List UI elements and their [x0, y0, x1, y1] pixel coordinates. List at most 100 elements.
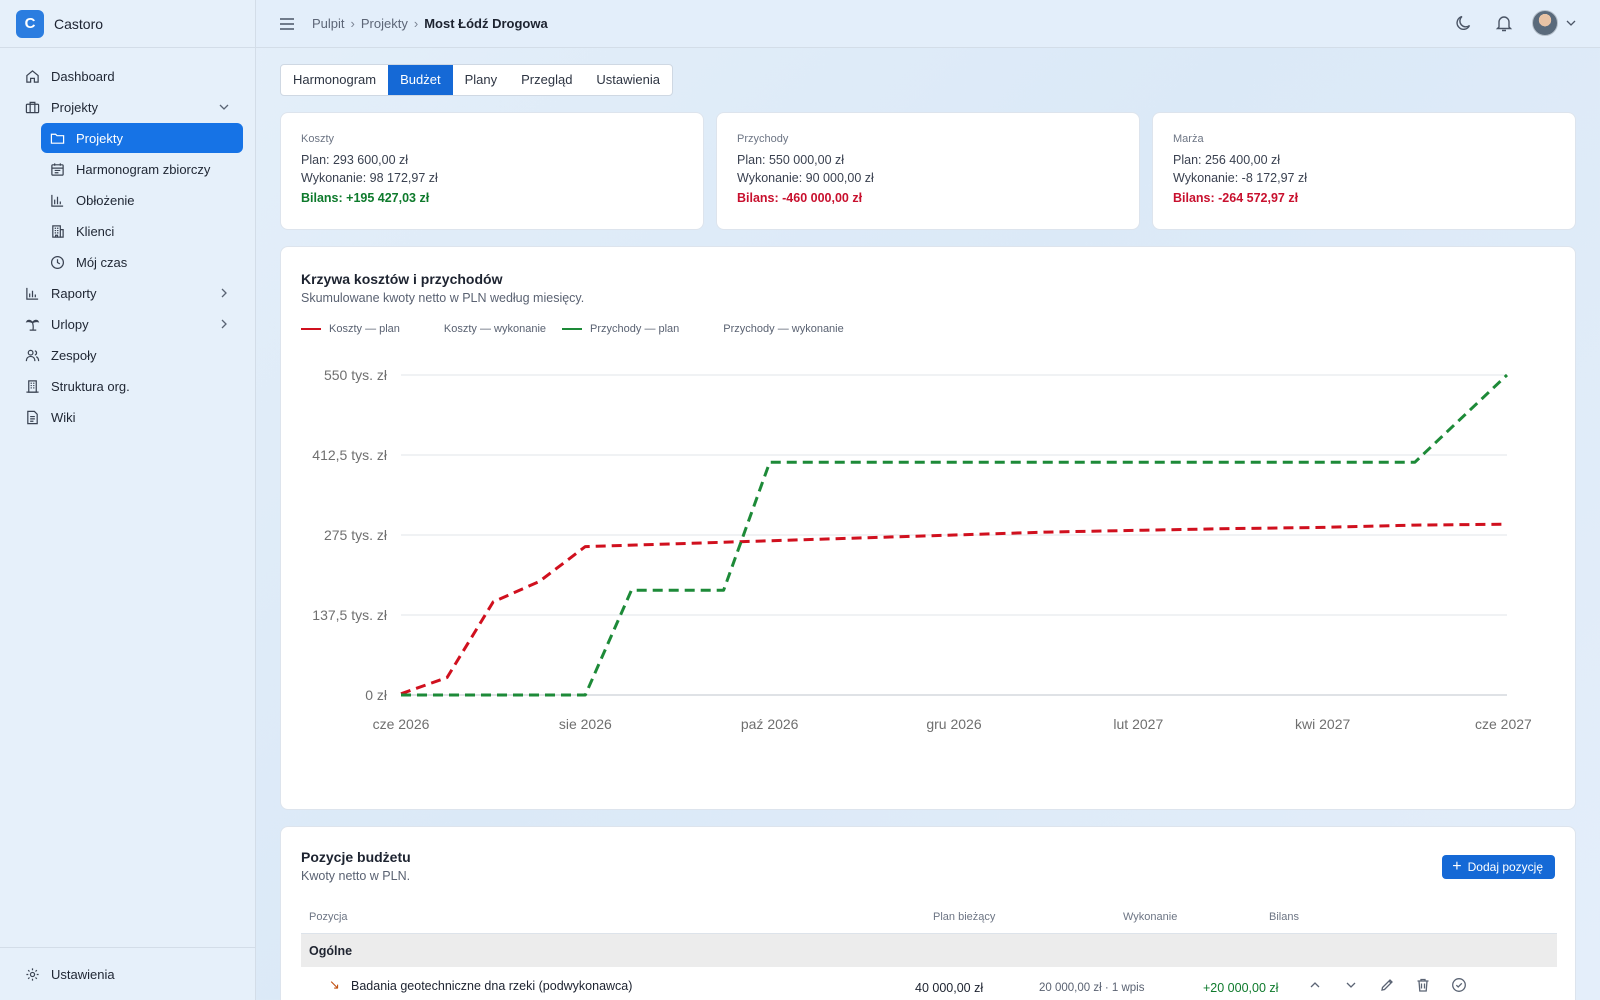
nav: Dashboard Projekty Projekty Harmonogram … — [0, 48, 255, 432]
kpi-balance: Bilans: +195 427,03 zł — [301, 191, 430, 205]
org-building-icon — [24, 378, 40, 394]
palm-tree-icon — [24, 316, 40, 332]
sidebar-item-harmonogram-zbiorczy[interactable]: Harmonogram zbiorczy — [41, 154, 243, 184]
sidebar-item-klienci[interactable]: Klienci — [41, 216, 243, 246]
legend-label: Koszty — wykonanie — [443, 323, 547, 335]
chevron-down-icon[interactable] — [1564, 16, 1578, 30]
kpi-done: Wykonanie: 90 000,00 zł — [737, 171, 874, 185]
sidebar-item-label: Dashboard — [51, 68, 115, 84]
sidebar-item-projekty[interactable]: Projekty — [41, 123, 243, 153]
sidebar-item-label: Struktura org. — [51, 378, 130, 394]
group-header: Ogólne — [301, 933, 1557, 967]
chevron-up-icon[interactable] — [1307, 977, 1323, 993]
sidebar-item-label: Mój czas — [76, 254, 128, 270]
budget-title: Pozycje budżetu — [301, 849, 411, 865]
column-header: Pozycja — [309, 911, 348, 923]
chart-plot: 0 zł 137,5 tys. zł 275 tys. zł 412,5 tys. z… — [312, 367, 1532, 732]
home-icon — [24, 68, 40, 84]
table-row[interactable]: ↘ Badania geotechniczne dna rzeki (podwy… — [301, 967, 1557, 1000]
briefcase-icon — [24, 99, 40, 115]
folder-icon — [49, 130, 65, 146]
sidebar-item-moj-czas[interactable]: Mój czas — [41, 247, 243, 277]
tab-budzet[interactable]: Budżet — [388, 65, 453, 95]
legend-label: Przychody — wykonanie — [723, 323, 844, 335]
sidebar-item-ustawienia[interactable]: Ustawienia — [16, 959, 243, 989]
tab-przeglad[interactable]: Przegląd — [521, 72, 573, 87]
legend-item[interactable]: Koszty — plan — [301, 323, 400, 335]
avatar[interactable] — [1532, 10, 1558, 36]
chart-icon — [24, 285, 40, 301]
series-line — [400, 522, 1508, 696]
row-balance: +20 000,00 zł — [1203, 981, 1279, 995]
sidebar-item-raporty[interactable]: Raporty — [16, 278, 243, 308]
y-tick-label: 550 tys. zł — [324, 367, 388, 383]
topbar: Pulpit › Projekty › Most Łódź Drogowa — [256, 0, 1600, 48]
kpi-label: Marża — [1173, 133, 1204, 145]
kpi-plan: Plan: 550 000,00 zł — [737, 153, 845, 167]
breadcrumb-separator: › — [413, 16, 419, 31]
tab-harmonogram[interactable]: Harmonogram — [293, 72, 377, 87]
moon-icon[interactable] — [1454, 13, 1474, 33]
brand-logo: C — [16, 9, 44, 38]
tab-ustawienia[interactable]: Ustawienia — [596, 72, 661, 87]
trash-icon[interactable] — [1415, 977, 1431, 993]
chevron-down-icon[interactable] — [1343, 977, 1359, 993]
sidebar-item-dashboard[interactable]: Dashboard — [16, 61, 243, 91]
add-position-button[interactable]: + Dodaj pozycję — [1442, 855, 1555, 879]
column-header: Bilans — [1269, 911, 1299, 923]
pencil-icon[interactable] — [1379, 977, 1395, 993]
breadcrumb-item[interactable]: Pulpit — [312, 16, 345, 31]
chart-subtitle: Skumulowane kwoty netto w PLN według mie… — [301, 291, 585, 305]
bell-icon[interactable] — [1494, 13, 1514, 33]
menu-icon[interactable] — [278, 15, 296, 33]
breadcrumb-item[interactable]: Projekty — [360, 16, 408, 31]
kpi-card-koszty: Koszty Plan: 293 600,00 zł Wykonanie: 98… — [280, 112, 704, 230]
chart-legend: Koszty — plan Koszty — wykonanie Przycho… — [301, 323, 860, 335]
sidebar-item-urlopy[interactable]: Urlopy — [16, 309, 243, 339]
sidebar-item-label: Projekty — [51, 99, 98, 115]
kpi-plan: Plan: 256 400,00 zł — [1173, 153, 1281, 167]
kpi-balance: Bilans: -460 000,00 zł — [737, 191, 863, 205]
legend-item[interactable]: Koszty — wykonanie — [416, 323, 546, 335]
kpi-plan: Plan: 293 600,00 zł — [301, 153, 409, 167]
sidebar-item-oblozenie[interactable]: Obłożenie — [41, 185, 243, 215]
sidebar-item-label: Harmonogram zbiorczy — [76, 161, 211, 177]
chevron-right-icon — [217, 317, 231, 331]
kpi-card-marza: Marża Plan: 256 400,00 zł Wykonanie: -8 … — [1152, 112, 1576, 230]
chart-title: Krzywa kosztów i przychodów — [301, 271, 503, 287]
y-tick-label: 0 zł — [365, 687, 388, 703]
document-icon — [24, 409, 40, 425]
breadcrumb-current: Most Łódź Drogowa — [424, 16, 548, 31]
sidebar-item-label: Klienci — [76, 223, 115, 239]
check-circle-icon[interactable] — [1451, 977, 1467, 993]
x-tick-label: lut 2027 — [1113, 716, 1163, 732]
legend-swatch — [301, 328, 321, 330]
x-tick-label: cze 2027 — [1475, 716, 1532, 732]
sidebar: C Castoro Dashboard Projekty Projekty Ha… — [0, 0, 256, 1000]
kpi-done: Wykonanie: -8 172,97 zł — [1173, 171, 1307, 185]
tab-plany[interactable]: Plany — [464, 72, 498, 87]
x-tick-label: paź 2026 — [741, 716, 799, 732]
sidebar-item-struktura-org[interactable]: Struktura org. — [16, 371, 243, 401]
legend-item[interactable]: Przychody — wykonanie — [695, 323, 843, 335]
legend-item[interactable]: Przychody — plan — [562, 323, 679, 335]
add-position-label: Dodaj pozycję — [1467, 860, 1543, 874]
kpi-done: Wykonanie: 98 172,97 zł — [301, 171, 438, 185]
sidebar-item-projekty-group[interactable]: Projekty — [16, 92, 243, 122]
brand[interactable]: C Castoro — [0, 0, 255, 48]
calendar-icon — [49, 161, 65, 177]
building-icon — [49, 223, 65, 239]
x-tick-label: gru 2026 — [926, 716, 981, 732]
users-icon — [24, 347, 40, 363]
clock-icon — [49, 254, 65, 270]
sidebar-item-label: Projekty — [76, 130, 123, 146]
sidebar-item-wiki[interactable]: Wiki — [16, 402, 243, 432]
sidebar-item-zespoly[interactable]: Zespoły — [16, 340, 243, 370]
chevron-right-icon — [217, 286, 231, 300]
y-tick-label: 275 tys. zł — [324, 527, 388, 543]
plus-icon: + — [1452, 858, 1462, 875]
sidebar-item-label: Urlopy — [51, 316, 89, 332]
series-line — [401, 373, 1509, 697]
sidebar-bottom: Ustawienia — [0, 947, 255, 1000]
bar-chart-icon — [49, 192, 65, 208]
